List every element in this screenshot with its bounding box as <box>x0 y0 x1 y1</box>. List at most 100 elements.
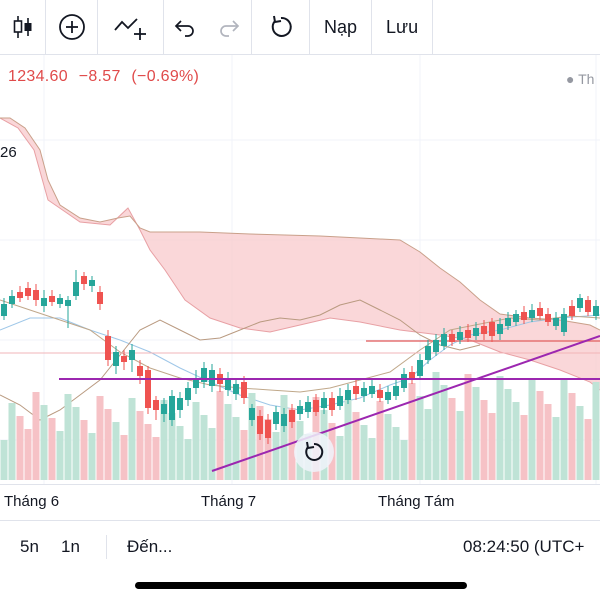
range-5d-button[interactable]: 5n <box>20 537 39 556</box>
candle-body <box>329 398 335 410</box>
candle-body <box>569 306 575 316</box>
candle-body <box>105 336 111 360</box>
candle-body <box>385 392 391 400</box>
volume-bar <box>544 404 552 480</box>
volume-bar <box>88 433 96 480</box>
volume-bar <box>176 426 184 480</box>
volume-bar <box>64 394 72 480</box>
compare-symbol-button[interactable] <box>98 0 164 54</box>
goto-date-button[interactable]: Đến... <box>127 537 173 556</box>
candle-body <box>529 310 535 318</box>
volume-bar <box>216 391 224 480</box>
candle-body <box>537 308 543 316</box>
divider <box>106 535 107 559</box>
candle-body <box>129 350 135 360</box>
volume-bar <box>520 415 528 480</box>
price-change-percent: (−0.69%) <box>131 68 200 85</box>
candle-body <box>73 282 79 296</box>
series-legend-tag[interactable]: ● Th <box>566 71 595 87</box>
price-chart[interactable] <box>0 55 600 485</box>
candle-body <box>201 368 207 382</box>
candle-body <box>305 402 311 412</box>
senkou-span-a-line <box>0 117 600 391</box>
volume-bar <box>240 430 248 480</box>
volume-bar <box>368 438 376 480</box>
volume-bar <box>128 398 136 480</box>
volume-bar <box>376 401 384 480</box>
volume-bar <box>432 372 440 480</box>
volume-bar <box>552 417 560 480</box>
reload-button[interactable] <box>252 0 310 54</box>
candle-body <box>225 380 231 390</box>
volume-bar <box>464 374 472 480</box>
time-axis[interactable]: Tháng 6 Tháng 7 Tháng Tám <box>0 484 600 519</box>
volume-bar <box>24 429 32 480</box>
volume-bar <box>400 440 408 480</box>
candle-body <box>17 292 23 298</box>
volume-bar <box>48 418 56 480</box>
reload-icon <box>271 15 292 37</box>
volume-bar <box>80 420 88 480</box>
candle-body <box>121 356 127 362</box>
bottom-toolbar: 5n 1n Đến... 08:24:50 (UTC+ <box>0 520 600 571</box>
candle-body <box>401 374 407 388</box>
candle-body <box>481 326 487 334</box>
candle-body <box>169 396 175 420</box>
undo-icon <box>174 20 194 37</box>
range-1d-button[interactable]: 1n <box>61 537 80 556</box>
candle-body <box>297 406 303 414</box>
candle-body <box>489 322 495 336</box>
candle-body <box>441 334 447 346</box>
candle-body <box>33 290 39 300</box>
volume-bar <box>272 432 280 480</box>
candle-body <box>161 404 167 414</box>
candle-body <box>89 280 95 286</box>
volume-bar <box>392 427 400 480</box>
candlestick-chart-type-button[interactable] <box>0 0 46 54</box>
candle-body <box>97 292 103 304</box>
reset-chart-button[interactable] <box>294 432 334 472</box>
plus-circle-icon <box>58 14 85 40</box>
chart-pane[interactable] <box>0 55 600 520</box>
volume-bar <box>360 425 368 480</box>
candle-body <box>81 276 87 284</box>
volume-bar <box>264 419 272 480</box>
volume-bar <box>344 399 352 480</box>
volume-bar <box>584 419 592 480</box>
undo-button[interactable] <box>164 0 206 54</box>
x-axis-label-august: Tháng Tám <box>378 493 455 510</box>
ichimoku-cloud <box>0 118 600 390</box>
x-axis-label-june: Tháng 6 <box>4 493 60 510</box>
candle-body <box>113 352 119 366</box>
candle-body <box>185 388 191 400</box>
volume-bar <box>592 382 600 480</box>
candle-body <box>577 298 583 308</box>
load-layout-button[interactable]: Nạp <box>310 0 373 54</box>
candle-body <box>505 318 511 326</box>
volume-bar <box>104 409 112 480</box>
candle-body <box>137 366 143 376</box>
redo-button[interactable] <box>206 0 252 54</box>
add-indicator-button[interactable] <box>46 0 98 54</box>
candle-body <box>545 314 551 322</box>
volume-bar <box>456 411 464 480</box>
volume-bar <box>184 439 192 480</box>
volume-bar <box>280 395 288 480</box>
save-layout-button[interactable]: Lưu <box>372 0 434 54</box>
volume-bar <box>72 407 80 480</box>
candle-body <box>513 314 519 322</box>
volume-bar <box>208 428 216 480</box>
volume-bar <box>480 400 488 480</box>
volume-bar <box>112 422 120 480</box>
volume-bar <box>568 393 576 480</box>
candle-body <box>273 412 279 424</box>
volume-bar <box>8 403 16 480</box>
clock-timezone[interactable]: 08:24:50 (UTC+ <box>463 537 585 556</box>
candle-body <box>9 296 15 304</box>
candle-body <box>289 410 295 422</box>
volume-bar <box>384 414 392 480</box>
volume-bar <box>512 402 520 480</box>
candle-body <box>497 324 503 334</box>
candle-body <box>377 390 383 398</box>
candle-body <box>553 318 559 326</box>
